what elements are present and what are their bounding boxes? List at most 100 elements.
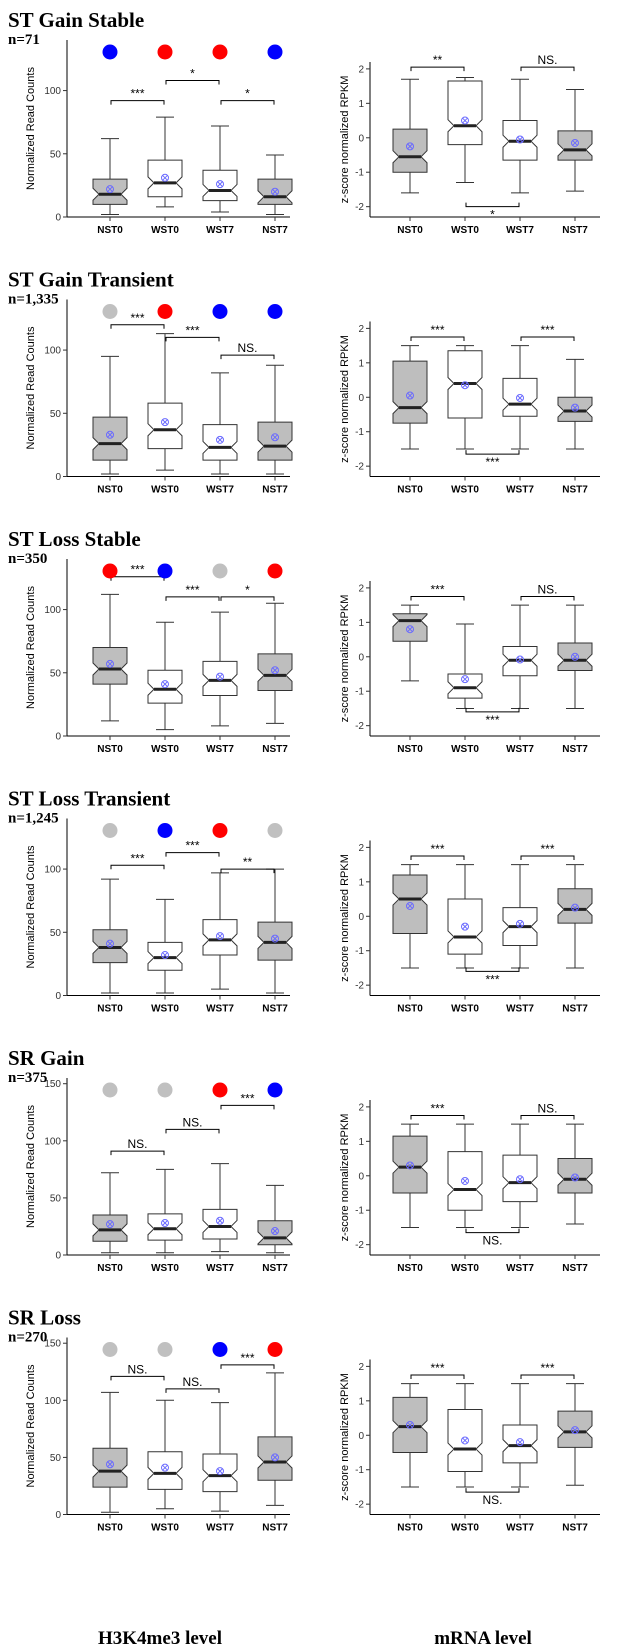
y-tick-label: -2: [355, 1240, 364, 1251]
significance-bracket: *: [220, 87, 275, 105]
box-body: [502, 1154, 538, 1203]
bracket-line: [520, 596, 575, 601]
mean-marker: [216, 932, 224, 941]
significance-label: NS.: [127, 1137, 147, 1151]
mean-marker: [106, 659, 114, 668]
y-tick-label: 50: [50, 928, 62, 939]
x-tick-label: WST7: [506, 225, 534, 236]
box-wst0: [147, 116, 183, 208]
status-dot-red: [212, 1082, 228, 1098]
significance-label: NS.: [482, 1234, 502, 1248]
significance-label: NS.: [182, 1115, 202, 1129]
box-wst0: [147, 333, 183, 471]
y-tick-label: 2: [358, 324, 364, 335]
y-tick-label: 50: [50, 1193, 62, 1204]
x-tick-label: NST7: [562, 1004, 588, 1015]
mean-marker-cross: [162, 1220, 168, 1226]
mean-marker: [516, 1438, 524, 1447]
mean-marker: [106, 1460, 114, 1469]
box-nst0: [392, 864, 428, 969]
h3k4me3-plot: 0 50 100 150 Normalized Read Counts NST0 WST0 W…: [25, 1078, 293, 1274]
significance-label: *: [190, 66, 195, 80]
panel-title: SR Loss: [8, 1306, 81, 1330]
y-tick-label: -2: [355, 202, 364, 213]
y-axis-label: Normalized Read Counts: [25, 67, 37, 190]
bracket-line: [165, 852, 220, 857]
bracket-line: [220, 596, 275, 601]
y-tick-label: 0: [358, 1431, 364, 1442]
bracket-line: [465, 202, 520, 208]
bracket-line: [110, 864, 165, 870]
y-tick-label: 100: [44, 1396, 61, 1407]
x-tick-label: NST0: [97, 485, 123, 496]
significance-label: NS.: [537, 53, 557, 67]
panel-title: ST Loss Stable: [8, 527, 141, 551]
y-tick-label: -1: [355, 168, 364, 179]
h3k4me3-plot: 0 50 100 Normalized Read Counts NST0 WST0 WST7…: [25, 299, 293, 496]
box-body: [202, 1453, 238, 1493]
mean-marker: [461, 381, 469, 390]
bracket-line: [410, 596, 465, 601]
significance-bracket: NS.: [110, 1137, 165, 1156]
y-tick-label: 1: [358, 618, 364, 629]
x-tick-label: WST0: [451, 1263, 479, 1274]
significance-label: ***: [130, 87, 144, 101]
x-tick-label: WST0: [451, 1004, 479, 1015]
mean-marker: [516, 655, 524, 664]
mean-marker: [106, 939, 114, 948]
mean-marker-cross: [462, 117, 468, 124]
y-tick-label: 2: [358, 64, 364, 75]
mean-marker: [271, 187, 279, 196]
x-tick-label: WST7: [206, 1523, 234, 1534]
mean-marker-cross: [272, 667, 278, 674]
bracket-line: [220, 100, 275, 105]
mean-marker-cross: [517, 921, 523, 927]
y-tick-label: 1: [358, 99, 364, 110]
mean-marker: [571, 903, 579, 912]
box-body: [257, 1436, 293, 1481]
x-tick-label: WST7: [506, 1004, 534, 1015]
y-tick-label: -1: [355, 687, 364, 698]
status-dot-grey: [102, 304, 118, 319]
box-nst0: [392, 78, 428, 194]
significance-label: ***: [430, 1102, 444, 1116]
y-tick-label: -2: [355, 462, 364, 473]
box-body: [502, 1424, 538, 1464]
x-tick-label: NST7: [562, 1523, 588, 1534]
significance-bracket: NS.: [465, 1488, 520, 1507]
significance-label: ***: [485, 455, 499, 469]
box-wst7: [502, 78, 538, 194]
box-nst7: [257, 1372, 293, 1506]
box-body: [257, 1220, 293, 1246]
footer-left-label: H3K4me3 level: [98, 1628, 222, 1649]
y-tick-label: 0: [358, 393, 364, 404]
y-tick-label: -2: [355, 721, 364, 732]
significance-label: ***: [430, 583, 444, 597]
mean-marker: [571, 1173, 579, 1182]
significance-bracket: *: [165, 66, 220, 85]
x-tick-label: WST7: [206, 225, 234, 236]
mean-marker-cross: [407, 903, 413, 909]
significance-bracket: *: [220, 583, 275, 601]
mean-marker: [461, 675, 469, 684]
status-dot-red: [212, 823, 228, 838]
mean-marker: [461, 1176, 469, 1185]
box-wst7: [502, 864, 538, 969]
significance-label: *: [245, 87, 250, 101]
status-dot-blue: [267, 304, 283, 319]
y-tick-label: 2: [358, 1362, 364, 1373]
box-body: [92, 647, 128, 685]
y-tick-label: 0: [55, 732, 61, 743]
panel-title: SR Gain: [8, 1046, 85, 1070]
x-tick-label: NST0: [397, 225, 423, 236]
x-tick-label: NST7: [262, 225, 288, 236]
box-body: [392, 613, 428, 642]
bracket-line: [110, 1375, 165, 1381]
mean-marker-cross: [407, 392, 413, 399]
y-tick-label: 2: [358, 843, 364, 854]
box-body: [147, 1451, 183, 1490]
x-tick-label: WST0: [151, 1523, 179, 1534]
significance-bracket: NS.: [520, 583, 575, 601]
